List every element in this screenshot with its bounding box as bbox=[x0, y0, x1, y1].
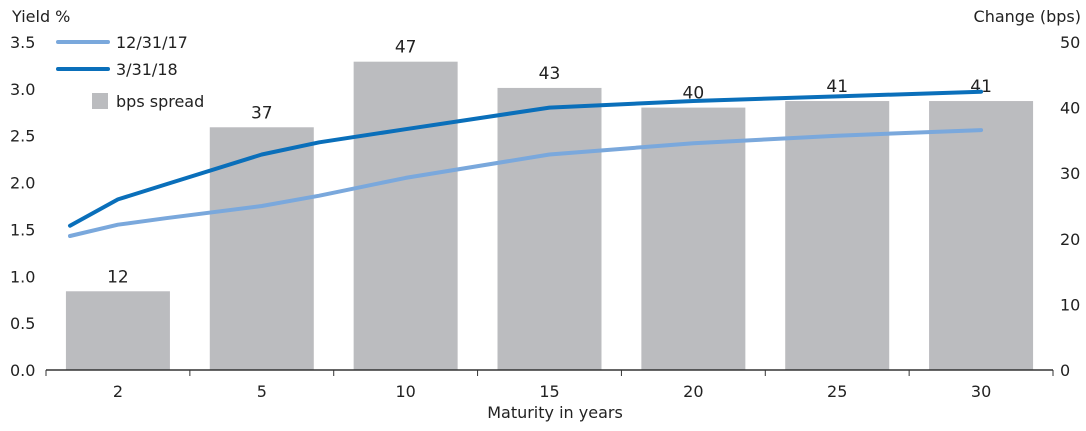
legend: 12/31/17 3/31/18 bps spread bbox=[56, 33, 204, 111]
bar-label-15: 43 bbox=[539, 64, 561, 84]
legend-label-2: 3/31/18 bbox=[116, 60, 178, 79]
x-tick-label-20: 20 bbox=[683, 382, 703, 401]
bar-5 bbox=[209, 127, 314, 370]
legend-swatch-bars bbox=[92, 93, 108, 109]
y-right-tick-label: 20 bbox=[1060, 230, 1080, 249]
x-tick-label-2: 2 bbox=[113, 382, 123, 401]
bar-label-10: 47 bbox=[395, 38, 417, 58]
bar-30 bbox=[929, 101, 1034, 370]
y-right-tick-label: 40 bbox=[1060, 99, 1080, 118]
x-tick-label-15: 15 bbox=[539, 382, 559, 401]
bar-label-25: 41 bbox=[826, 77, 848, 97]
x-tick-label-5: 5 bbox=[257, 382, 267, 401]
y-left-tick-label: 3.0 bbox=[10, 80, 35, 99]
x-tick-label-30: 30 bbox=[971, 382, 991, 401]
y-left-tick-label: 1.5 bbox=[10, 220, 35, 239]
y-left-tick-label: 2.0 bbox=[10, 174, 35, 193]
bars-layer: 12 37 47 43 40 41 41 bbox=[65, 38, 1034, 371]
y-left-tick-label: 2.5 bbox=[10, 127, 35, 146]
y-right-tick-label: 30 bbox=[1060, 164, 1080, 183]
legend-label-1: 12/31/17 bbox=[116, 33, 188, 52]
y-left-axis-title: Yield % bbox=[11, 7, 70, 26]
y-right-tick-label: 10 bbox=[1060, 295, 1080, 314]
bar-25 bbox=[785, 101, 890, 370]
x-axis-title: Maturity in years bbox=[487, 403, 623, 422]
series-line-1 bbox=[68, 128, 984, 238]
axes-layer: 2 5 10 15 20 25 300.00.51.01.52.02.53.03.50102… bbox=[10, 33, 1080, 401]
legend-label-bars: bps spread bbox=[116, 92, 204, 111]
lines-layer bbox=[68, 89, 984, 238]
bar-label-2: 12 bbox=[107, 267, 129, 287]
y-right-tick-label: 0 bbox=[1060, 361, 1070, 380]
y-right-tick-label: 50 bbox=[1060, 33, 1080, 52]
y-left-tick-label: 3.5 bbox=[10, 33, 35, 52]
bar-15 bbox=[497, 87, 602, 371]
series-line-2 bbox=[68, 89, 984, 228]
bar-20 bbox=[641, 107, 746, 370]
bar-2 bbox=[65, 291, 170, 370]
bar-10 bbox=[353, 61, 458, 371]
y-left-tick-label: 1.0 bbox=[10, 267, 35, 286]
bar-label-20: 40 bbox=[683, 84, 705, 104]
y-left-tick-label: 0.5 bbox=[10, 314, 35, 333]
bar-label-5: 37 bbox=[251, 103, 273, 123]
x-tick-label-25: 25 bbox=[827, 382, 847, 401]
y-right-axis-title: Change (bps) bbox=[974, 7, 1081, 26]
bar-label-30: 41 bbox=[970, 77, 992, 97]
y-left-tick-label: 0.0 bbox=[10, 361, 35, 380]
x-tick-label-10: 10 bbox=[395, 382, 415, 401]
